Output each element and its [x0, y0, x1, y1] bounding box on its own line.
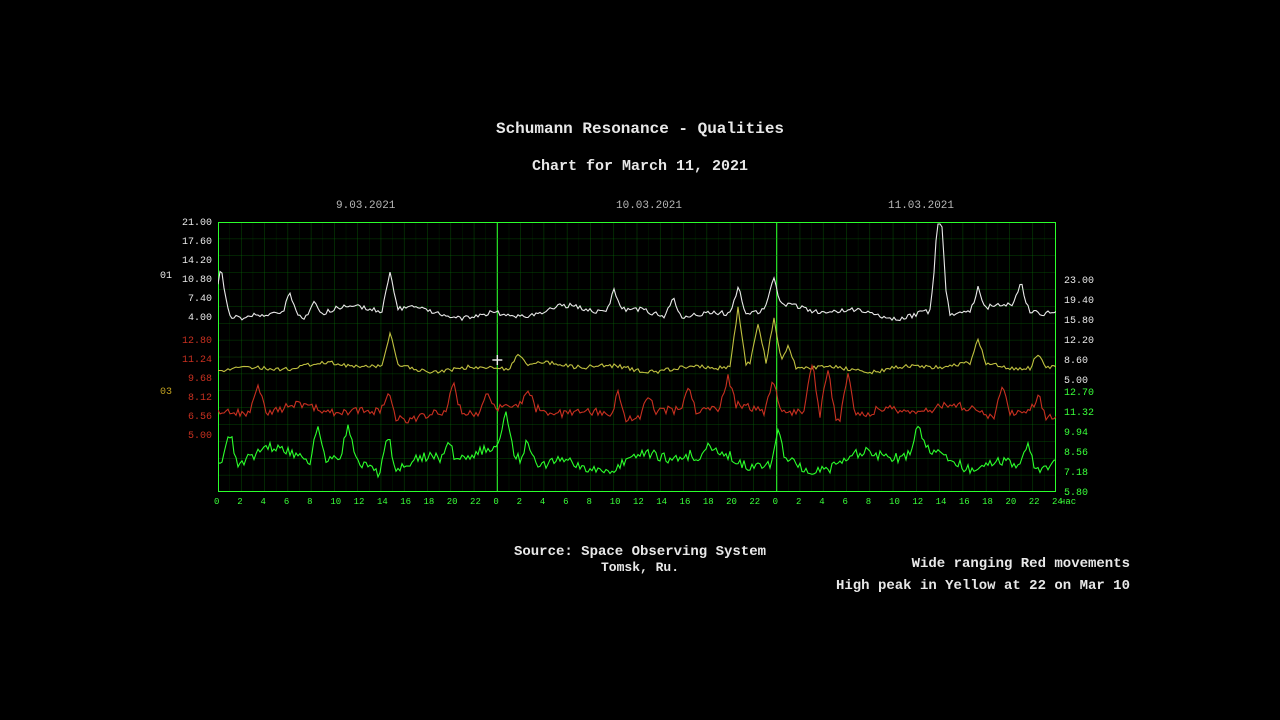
- y-right-tick: 15.80: [1064, 317, 1094, 327]
- x-hour-tick: 18: [703, 498, 714, 507]
- x-hour-tick: 16: [400, 498, 411, 507]
- x-hour-tick: 18: [982, 498, 993, 507]
- x-hour-tick: 20: [447, 498, 458, 507]
- caption-line-2: High peak in Yellow at 22 on Mar 10: [836, 578, 1130, 594]
- date-label: 9.03.2021: [336, 200, 395, 212]
- y-right-tick: 8.60: [1064, 357, 1088, 367]
- y-left-tick: 17.60: [178, 238, 212, 248]
- y-left-tick: 8.12: [178, 394, 212, 404]
- y-left-tick: 7.40: [178, 295, 212, 305]
- date-label: 10.03.2021: [616, 200, 682, 212]
- y-right-tick: 8.56: [1064, 449, 1088, 459]
- y-right-tick: 12.70: [1064, 389, 1094, 399]
- y-left-tick: 4.00: [178, 314, 212, 324]
- x-hour-tick: 12: [912, 498, 923, 507]
- y-right-tick: 19.40: [1064, 297, 1094, 307]
- x-hour-tick: 10: [330, 498, 341, 507]
- y-extra-label: 01: [160, 272, 172, 282]
- y-left-tick: 10.80: [178, 276, 212, 286]
- x-hour-tick: 12: [633, 498, 644, 507]
- chart-subtitle: Chart for March 11, 2021: [0, 158, 1280, 175]
- x-hour-tick: 22: [749, 498, 760, 507]
- page-root: Schumann Resonance - Qualities Chart for…: [0, 0, 1280, 720]
- x-hour-tick: 14: [656, 498, 667, 507]
- x-hour-tick: 20: [1005, 498, 1016, 507]
- x-hour-tick: 0: [214, 498, 219, 507]
- x-hour-tick: 2: [237, 498, 242, 507]
- y-left-tick: 14.20: [178, 257, 212, 267]
- x-hour-tick: 8: [307, 498, 312, 507]
- x-hour-tick: 8: [586, 498, 591, 507]
- line-chart-svg: [218, 222, 1056, 492]
- y-right-tick: 12.20: [1064, 337, 1094, 347]
- x-hour-tick: 16: [959, 498, 970, 507]
- y-left-tick: 5.00: [178, 432, 212, 442]
- x-hour-tick: 10: [889, 498, 900, 507]
- y-left-tick: 6.56: [178, 413, 212, 423]
- x-hour-tick: 12: [354, 498, 365, 507]
- y-right-tick: 11.32: [1064, 409, 1094, 419]
- x-hour-tick: 4: [540, 498, 545, 507]
- x-hour-tick: 0: [493, 498, 498, 507]
- x-hour-tick: 8: [866, 498, 871, 507]
- caption-line-1: Wide ranging Red movements: [912, 556, 1130, 572]
- y-right-tick: 23.00: [1064, 277, 1094, 287]
- y-left-tick: 12.80: [178, 337, 212, 347]
- x-hour-tick: 0: [773, 498, 778, 507]
- x-hour-tick: 16: [680, 498, 691, 507]
- chart-title: Schumann Resonance - Qualities: [0, 120, 1280, 138]
- x-hour-tick: 4: [261, 498, 266, 507]
- chart-area: [218, 222, 1056, 492]
- x-hour-tick: 22: [470, 498, 481, 507]
- y-right-tick: 5.00: [1064, 377, 1088, 387]
- x-hour-suffix: час: [1060, 498, 1076, 507]
- x-hour-tick: 2: [517, 498, 522, 507]
- x-hour-tick: 6: [843, 498, 848, 507]
- x-hour-tick: 10: [610, 498, 621, 507]
- y-right-tick: 9.94: [1064, 429, 1088, 439]
- x-hour-tick: 4: [819, 498, 824, 507]
- y-extra-label: 03: [160, 388, 172, 398]
- date-label: 11.03.2021: [888, 200, 954, 212]
- x-hour-tick: 20: [726, 498, 737, 507]
- y-left-tick: 21.00: [178, 219, 212, 229]
- x-hour-tick: 14: [377, 498, 388, 507]
- x-hour-tick: 22: [1029, 498, 1040, 507]
- x-hour-tick: 18: [424, 498, 435, 507]
- x-hour-tick: 6: [563, 498, 568, 507]
- x-hour-tick: 6: [284, 498, 289, 507]
- y-left-tick: 9.68: [178, 375, 212, 385]
- y-left-tick: 11.24: [178, 356, 212, 366]
- y-right-tick: 7.18: [1064, 469, 1088, 479]
- x-hour-tick: 14: [936, 498, 947, 507]
- x-hour-tick: 2: [796, 498, 801, 507]
